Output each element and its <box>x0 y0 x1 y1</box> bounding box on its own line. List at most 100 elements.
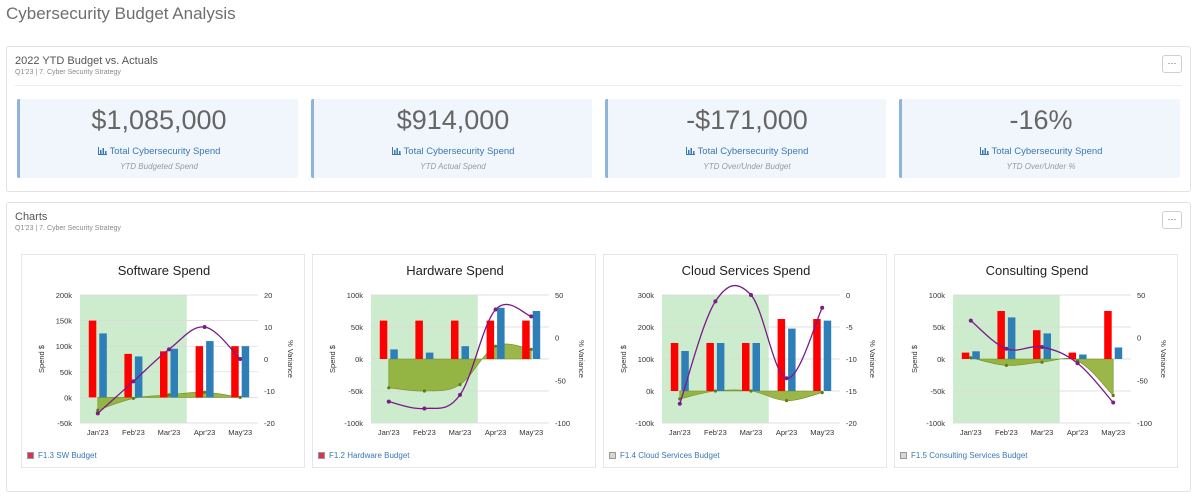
y2-tick-label: -20 <box>846 419 857 428</box>
y2-tick-label: -100 <box>1137 419 1152 428</box>
variance-area-point <box>1040 360 1044 364</box>
x-tick-label: May'23 <box>810 428 834 437</box>
x-tick-label: Apr'23 <box>1067 428 1088 437</box>
y2-tick-label: 10 <box>264 323 272 332</box>
variance-area-point <box>458 383 462 387</box>
kpi-link[interactable]: Total Cybersecurity Spend <box>608 146 886 157</box>
y-tick-label: 0k <box>646 387 654 396</box>
actual-bar <box>681 351 689 391</box>
y-tick-label: -100k <box>635 419 654 428</box>
chart-legend[interactable]: F1.3 SW Budget <box>27 451 97 460</box>
variance-line-point <box>95 411 100 416</box>
y2-axis-label: % Variance <box>286 340 295 378</box>
y-tick-label: 50k <box>60 368 72 377</box>
x-tick-label: Apr'23 <box>485 428 506 437</box>
kpi-link-label: Total Cybersecurity Spend <box>109 146 221 157</box>
y-tick-label: 0k <box>937 355 945 364</box>
budget-bar <box>1068 352 1077 359</box>
chart-card-cloud: Cloud Services Spend -100k 0k 100k 200k 300k -… <box>603 254 887 468</box>
variance-area-point <box>969 356 973 360</box>
panel-menu-button[interactable]: ··· <box>1162 211 1182 229</box>
y2-tick-label: 50 <box>555 291 563 300</box>
variance-area-point <box>1004 363 1008 367</box>
budget-bar <box>813 319 821 391</box>
legend-swatch <box>318 452 325 459</box>
x-tick-label: May'23 <box>1101 428 1125 437</box>
legend-swatch <box>900 452 907 459</box>
bar-chart-icon <box>97 147 107 155</box>
variance-area-point <box>203 390 207 394</box>
y2-tick-label: 0 <box>264 355 268 364</box>
budget-bar <box>1104 311 1112 359</box>
y-axis-label: Spend $ <box>910 344 919 373</box>
kpi-caption: YTD Budgeted Spend <box>120 162 198 171</box>
actual-bar <box>241 346 250 398</box>
variance-line-point <box>493 307 498 312</box>
x-tick-label: Feb'23 <box>122 428 145 437</box>
y2-tick-label: -10 <box>846 355 857 364</box>
panel-title: 2022 YTD Budget vs. Actuals <box>15 55 158 67</box>
x-tick-label: Jan'23 <box>669 428 691 437</box>
x-tick-label: Mar'23 <box>449 428 472 437</box>
bar-chart-icon <box>979 147 989 155</box>
chart-title: Software Spend <box>118 263 211 278</box>
x-tick-label: Mar'23 <box>158 428 181 437</box>
panel-menu-button[interactable]: ··· <box>1162 55 1182 73</box>
x-tick-label: Feb'23 <box>995 428 1018 437</box>
variance-area-point <box>749 389 753 393</box>
y-tick-label: 100k <box>638 355 655 364</box>
legend-label: F1.5 Consulting Services Budget <box>911 451 1028 460</box>
y-tick-label: 50k <box>933 323 945 332</box>
budget-bar <box>961 352 970 359</box>
budget-bar <box>379 320 388 359</box>
y-tick-label: 300k <box>638 291 655 300</box>
y-axis-label: Spend $ <box>328 344 337 373</box>
chart-title: Consulting Spend <box>986 263 1089 278</box>
variance-line-point <box>1040 345 1044 350</box>
kpi-card-budgeted: $1,085,000 Total Cybersecurity Spend YTD… <box>17 99 298 178</box>
x-tick-label: Mar'23 <box>740 428 763 437</box>
variance-line-point <box>202 325 207 329</box>
actual-bar <box>1079 354 1087 359</box>
variance-line-point <box>386 399 391 404</box>
chart-legend[interactable]: F1.4 Cloud Services Budget <box>609 451 720 460</box>
actual-bar <box>716 343 725 391</box>
kpi-link[interactable]: Total Cybersecurity Spend <box>902 146 1180 157</box>
budget-bar <box>195 346 204 398</box>
x-tick-label: Feb'23 <box>704 428 727 437</box>
variance-area <box>679 389 823 401</box>
y-tick-label: -100k <box>926 419 945 428</box>
y-tick-label: 200k <box>56 291 73 300</box>
y2-tick-label: 0 <box>555 334 559 343</box>
chart-software: Software Spend -50k 0k 50k 100k 150k 200k -20 -1… <box>37 263 295 437</box>
variance-line-point <box>784 376 789 381</box>
y2-axis-label: % Variance <box>868 340 877 378</box>
budget-bar <box>522 320 530 359</box>
kpi-value: $914,000 <box>396 105 510 135</box>
chart-consulting: Consulting Spend -100k -50k 0k 50k 100k -100 -5… <box>910 263 1168 437</box>
chart-legend[interactable]: F1.2 Hardware Budget <box>318 451 410 460</box>
panel-title: Charts <box>15 211 48 223</box>
actual-bar <box>788 328 796 391</box>
chart-legend[interactable]: F1.5 Consulting Services Budget <box>900 451 1028 460</box>
budget-bar <box>415 320 423 359</box>
y2-tick-label: -5 <box>846 323 853 332</box>
kpi-link[interactable]: Total Cybersecurity Spend <box>314 146 592 157</box>
variance-line-point <box>1004 346 1009 351</box>
variance-area-point <box>713 389 717 393</box>
y-tick-label: 100k <box>347 291 364 300</box>
y2-tick-label: 0 <box>1137 334 1141 343</box>
variance-area-point <box>1111 393 1115 398</box>
actual-bar <box>1007 317 1016 359</box>
x-tick-label: Apr'23 <box>776 428 797 437</box>
x-tick-label: Apr'23 <box>194 428 215 437</box>
chart-cloud-services: Cloud Services Spend -100k 0k 100k 200k 300k -… <box>619 263 877 437</box>
variance-line-point <box>238 357 243 361</box>
y2-tick-label: -100 <box>555 419 570 428</box>
actual-bar <box>752 343 760 391</box>
kpi-caption: YTD Actual Spend <box>420 162 486 171</box>
kpi-link[interactable]: Total Cybersecurity Spend <box>20 146 298 157</box>
actual-bar <box>206 341 214 398</box>
actual-bar <box>497 307 505 359</box>
actual-bar <box>461 346 469 359</box>
